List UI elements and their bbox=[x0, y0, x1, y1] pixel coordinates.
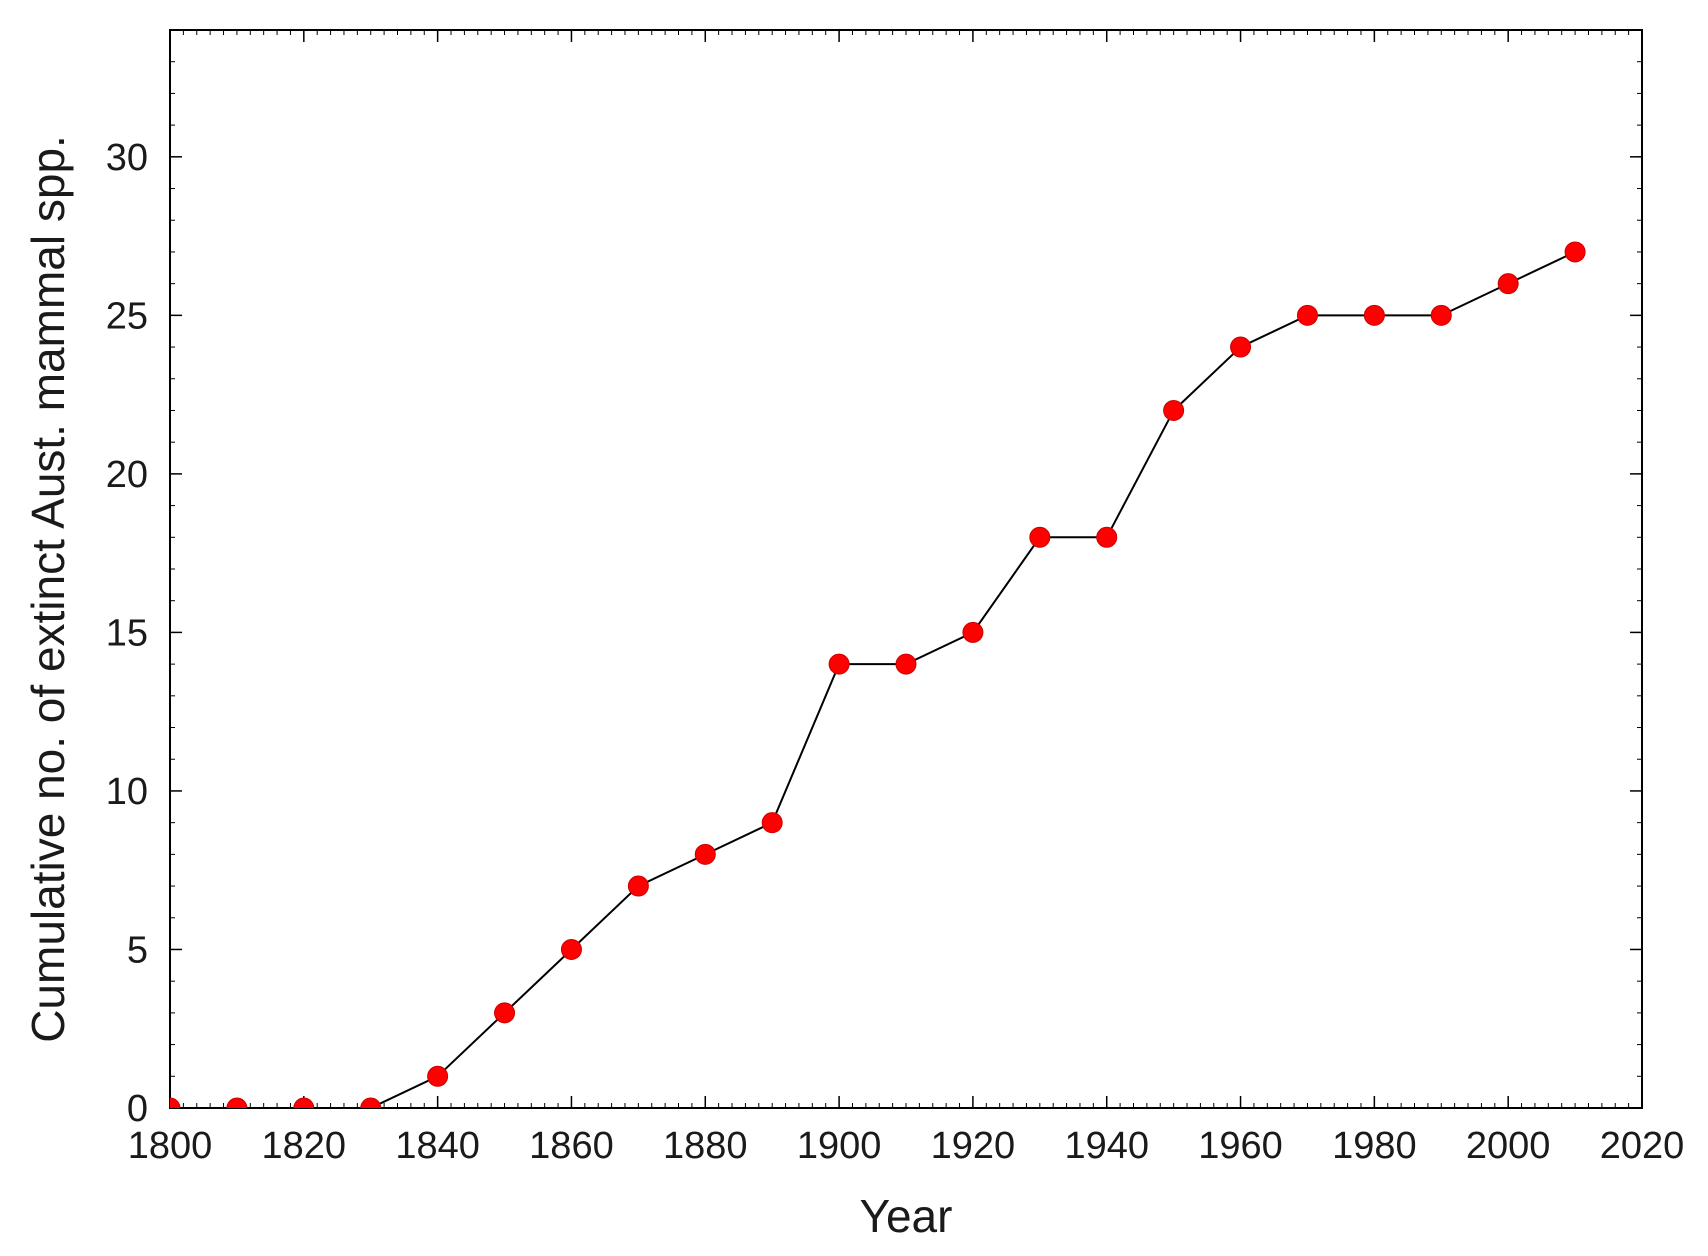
data-point bbox=[1230, 336, 1252, 358]
minor-ticks bbox=[169, 29, 1643, 1109]
y-tick-label: 0 bbox=[127, 1088, 148, 1130]
data-point bbox=[293, 1097, 315, 1108]
x-tick-label: 1920 bbox=[931, 1125, 1016, 1167]
x-tick-label: 1980 bbox=[1332, 1125, 1417, 1167]
x-tick-label: 1900 bbox=[797, 1125, 882, 1167]
x-tick-label: 2000 bbox=[1466, 1125, 1551, 1167]
plot-frame bbox=[169, 29, 1643, 1109]
series-group bbox=[170, 241, 1586, 1108]
data-point bbox=[761, 812, 783, 834]
y-tick-label: 10 bbox=[106, 771, 148, 813]
x-tick-label: 1880 bbox=[663, 1125, 748, 1167]
series-line bbox=[170, 251, 1576, 1108]
data-point bbox=[962, 621, 984, 643]
plot-border bbox=[169, 29, 1643, 1109]
data-point bbox=[170, 1097, 181, 1108]
data-point bbox=[1564, 241, 1586, 263]
y-tick-label: 30 bbox=[106, 137, 148, 179]
data-point bbox=[427, 1065, 449, 1087]
x-tick-label: 1860 bbox=[529, 1125, 614, 1167]
x-tick-label: 1960 bbox=[1198, 1125, 1283, 1167]
data-point bbox=[828, 653, 850, 675]
y-tick-label: 15 bbox=[106, 612, 148, 654]
y-axis: 0 5 10 15 20 25 30 bbox=[106, 137, 1642, 1130]
x-tick-label: 1800 bbox=[128, 1125, 213, 1167]
data-point bbox=[627, 875, 649, 897]
y-axis-title: Cumulative no. of extinct Aust. mammal s… bbox=[22, 135, 74, 1043]
data-point bbox=[895, 653, 917, 675]
x-axis-title: Year bbox=[860, 1190, 953, 1242]
x-tick-label: 2020 bbox=[1600, 1125, 1685, 1167]
x-tick-label: 1940 bbox=[1064, 1125, 1149, 1167]
data-point bbox=[1163, 399, 1185, 421]
data-point bbox=[1430, 304, 1452, 326]
data-point bbox=[694, 843, 716, 865]
x-tick-label: 1840 bbox=[395, 1125, 480, 1167]
x-tick-label: 1820 bbox=[262, 1125, 347, 1167]
data-point bbox=[494, 1002, 516, 1024]
data-point bbox=[1096, 526, 1118, 548]
y-tick-label: 5 bbox=[127, 929, 148, 971]
data-point bbox=[560, 938, 582, 960]
data-point bbox=[1029, 526, 1051, 548]
data-point bbox=[360, 1097, 382, 1108]
data-point bbox=[1296, 304, 1318, 326]
y-tick-label: 20 bbox=[106, 454, 148, 496]
data-point bbox=[226, 1097, 248, 1108]
y-tick-label: 25 bbox=[106, 295, 148, 337]
data-point bbox=[1497, 273, 1519, 295]
x-axis: 1800 1820 1840 1860 1880 1900 1920 1940 1960 1980… bbox=[128, 30, 1685, 1167]
data-point bbox=[1363, 304, 1385, 326]
